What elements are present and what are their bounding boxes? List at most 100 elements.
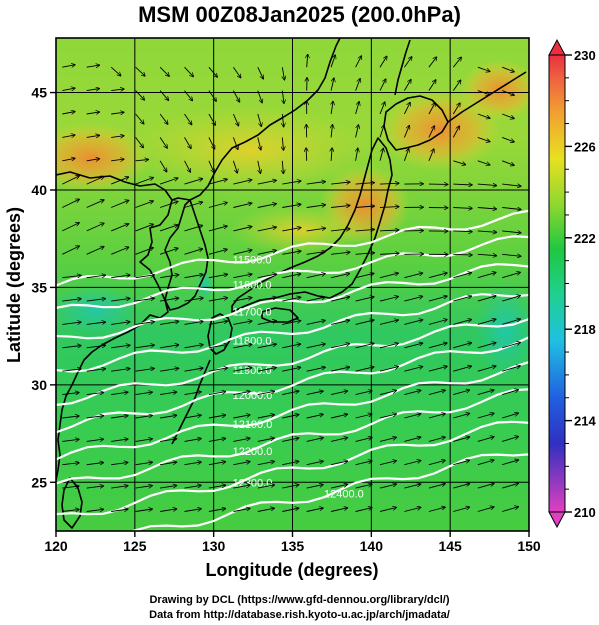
wind-arrow <box>502 319 520 325</box>
wind-vectors <box>62 54 521 511</box>
wind-arrow <box>135 90 145 101</box>
wind-arrow <box>428 296 447 302</box>
colorbar-tick-label: 214 <box>574 414 596 429</box>
wind-arrow <box>86 299 106 302</box>
wind-arrow <box>184 509 202 512</box>
wind-arrow <box>379 343 398 349</box>
wind-arrow <box>257 297 277 302</box>
wind-arrow <box>403 149 408 161</box>
wind-arrow <box>208 274 228 279</box>
contour-label: 12200.0 <box>233 446 273 458</box>
coastline-ryukyu <box>171 359 211 445</box>
x-axis-label: Longitude (degrees) <box>205 560 378 580</box>
wind-arrow <box>355 297 374 302</box>
wind-arrow <box>453 296 471 302</box>
wind-arrow <box>379 207 399 208</box>
contour-line <box>56 388 529 485</box>
wind-arrow <box>331 367 350 372</box>
wind-arrow <box>306 252 326 255</box>
wind-arrow <box>208 90 216 102</box>
wind-arrow <box>233 321 252 325</box>
wind-arrow <box>379 367 398 372</box>
wind-arrow <box>452 80 461 91</box>
wind-arrow <box>331 320 350 325</box>
wind-arrow <box>282 391 299 396</box>
wind-arrow <box>477 90 490 95</box>
wind-arrow <box>135 439 153 442</box>
wind-arrow <box>111 345 130 349</box>
wind-arrow <box>111 224 129 232</box>
wind-arrow <box>233 274 252 279</box>
wind-arrow <box>111 416 128 419</box>
wind-arrow <box>502 437 518 442</box>
wind-arrow <box>453 160 465 165</box>
wind-arrow <box>62 158 75 161</box>
contour-line <box>56 235 529 309</box>
wind-arrow <box>135 415 153 419</box>
wind-arrow <box>330 55 335 68</box>
wind-arrow <box>184 439 202 442</box>
wind-arrow <box>502 184 521 186</box>
wind-arrow <box>477 437 494 442</box>
wind-arrow <box>355 391 373 396</box>
wind-arrow <box>135 322 155 325</box>
wind-arrow <box>379 297 398 302</box>
wind-arrow <box>331 461 348 466</box>
wind-arrow <box>453 254 472 255</box>
wind-arrow <box>330 78 334 91</box>
contour-label: 11700.0 <box>233 307 272 319</box>
wind-arrow <box>502 160 514 166</box>
wind-arrow <box>452 126 459 138</box>
wind-arrow <box>428 343 447 349</box>
wind-arrow <box>379 507 397 512</box>
wind-arrow <box>502 254 521 256</box>
wind-arrow <box>257 204 277 208</box>
wind-arrow <box>428 126 435 138</box>
y-axis-label: Latitude (degrees) <box>4 207 24 363</box>
wind-arrow <box>355 79 361 91</box>
wind-arrow <box>331 101 333 115</box>
wind-arrow <box>502 483 518 489</box>
wind-arrow <box>330 508 348 512</box>
wind-arrow <box>233 344 252 349</box>
wind-arrow <box>257 485 275 489</box>
map-title: MSM 00Z08Jan2025 (200.0hPa) <box>138 2 461 27</box>
wind-arrow <box>355 229 375 231</box>
wind-arrow <box>477 390 494 396</box>
wind-arrow <box>184 485 202 489</box>
wind-arrow <box>355 484 373 489</box>
wind-arrow <box>282 415 299 419</box>
wind-arrow <box>184 298 204 302</box>
contour-label: 11500.0 <box>233 254 272 266</box>
wind-arrow <box>306 508 324 512</box>
wind-arrow <box>331 125 332 138</box>
wind-arrow <box>159 201 178 208</box>
wind-arrow <box>257 321 277 325</box>
wind-arrow <box>86 463 104 465</box>
coastline-sakhalin <box>394 39 411 96</box>
wind-arrow <box>331 205 350 207</box>
wind-arrow <box>331 182 350 184</box>
wind-arrow <box>379 102 385 115</box>
contour-label: 11800.0 <box>233 336 272 348</box>
wind-arrow <box>331 252 350 254</box>
wind-arrow <box>307 54 308 68</box>
wind-arrow <box>233 298 252 302</box>
wind-arrow <box>404 79 411 91</box>
wind-arrow <box>159 178 178 185</box>
wind-arrow <box>257 137 261 150</box>
wind-arrow <box>428 57 437 68</box>
wind-arrow <box>453 208 472 209</box>
coastline-korea-east <box>171 38 341 201</box>
wind-arrow <box>428 390 445 396</box>
wind-arrow <box>306 274 326 279</box>
wind-arrow <box>331 229 350 231</box>
wind-arrow <box>111 275 130 279</box>
wind-arrow <box>502 231 521 233</box>
wind-arrow <box>379 461 397 466</box>
wind-arrow <box>62 369 81 372</box>
wind-arrow <box>282 485 299 489</box>
wind-arrow <box>355 206 375 208</box>
wind-arrow <box>355 273 374 279</box>
wind-arrow <box>135 462 153 466</box>
